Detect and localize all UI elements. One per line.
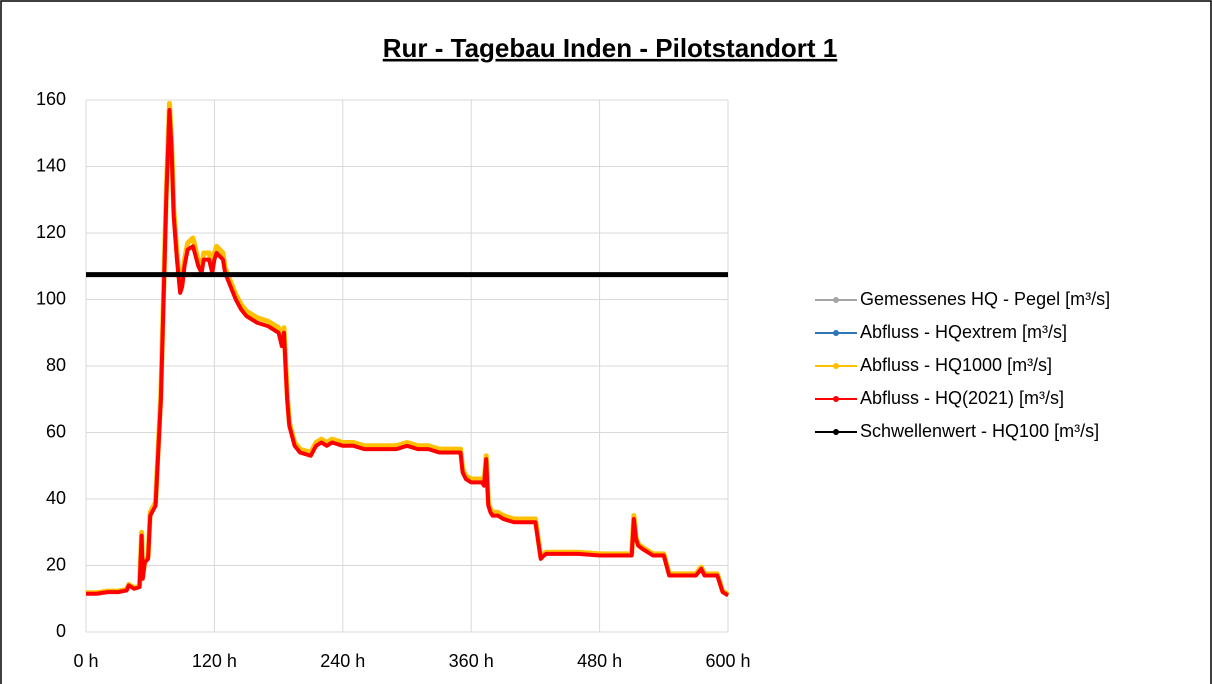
x-tick-label: 600 h bbox=[705, 651, 750, 671]
y-tick-label: 140 bbox=[36, 155, 66, 175]
y-tick-label: 0 bbox=[56, 621, 66, 641]
legend-marker bbox=[833, 429, 839, 435]
legend-marker bbox=[833, 330, 839, 336]
y-tick-label: 60 bbox=[46, 421, 66, 441]
legend-marker bbox=[833, 297, 839, 303]
x-tick-label: 240 h bbox=[320, 651, 365, 671]
x-tick-label: 0 h bbox=[73, 651, 98, 671]
chart-title: Rur - Tagebau Inden - Pilotstandort 1 bbox=[383, 33, 838, 63]
y-tick-label: 100 bbox=[36, 288, 66, 308]
legend-label: Abfluss - HQ1000 [m³/s] bbox=[860, 355, 1052, 375]
series-line bbox=[86, 107, 730, 598]
x-tick-label: 480 h bbox=[577, 651, 622, 671]
legend-label: Schwellenwert - HQ100 [m³/s] bbox=[860, 421, 1099, 441]
y-tick-label: 20 bbox=[46, 554, 66, 574]
legend-marker bbox=[833, 396, 839, 402]
legend-label: Gemessenes HQ - Pegel [m³/s] bbox=[860, 289, 1110, 309]
y-tick-label: 40 bbox=[46, 488, 66, 508]
y-tick-label: 120 bbox=[36, 222, 66, 242]
x-tick-label: 120 h bbox=[192, 651, 237, 671]
legend-label: Abfluss - HQextrem [m³/s] bbox=[860, 322, 1067, 342]
y-tick-label: 80 bbox=[46, 355, 66, 375]
legend-label: Abfluss - HQ(2021) [m³/s] bbox=[860, 388, 1064, 408]
y-tick-label: 160 bbox=[36, 89, 66, 109]
x-tick-label: 360 h bbox=[449, 651, 494, 671]
legend-marker bbox=[833, 363, 839, 369]
